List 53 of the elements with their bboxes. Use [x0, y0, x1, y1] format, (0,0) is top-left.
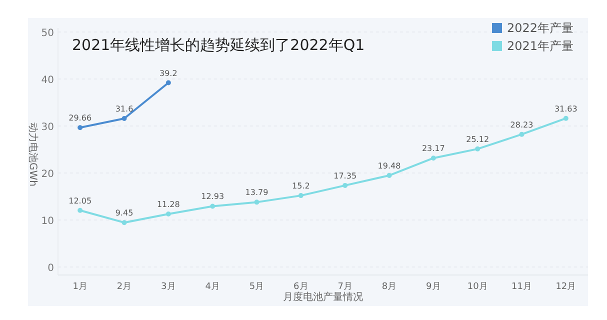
y-tick-label: 50 — [41, 28, 54, 39]
data-label: 31.63 — [554, 104, 578, 114]
point — [563, 116, 568, 121]
x-tick-label: 11月 — [512, 282, 532, 292]
x-tick-label: 6月 — [294, 282, 308, 292]
point — [519, 132, 524, 137]
data-label: 12.05 — [68, 196, 92, 206]
point — [122, 220, 127, 226]
point — [254, 200, 260, 205]
data-label: 19.48 — [378, 161, 401, 170]
point — [210, 204, 216, 209]
point — [78, 125, 83, 130]
x-tick-label: 8月 — [382, 282, 397, 292]
y-tick-label: 0 — [48, 263, 54, 274]
y-axis-title: 动力电池GWh — [27, 122, 39, 186]
x-tick-label: 7月 — [338, 282, 352, 292]
data-label: 17.35 — [334, 171, 357, 180]
legend-label: 2021年产量 — [507, 39, 574, 53]
point — [166, 211, 171, 216]
point — [386, 172, 392, 178]
data-label: 31.6 — [115, 104, 134, 114]
x-axis-title: 月度电池产量情况 — [283, 291, 363, 303]
data-label: 25.12 — [466, 134, 490, 144]
point — [78, 208, 83, 213]
point — [298, 193, 304, 198]
data-label: 23.17 — [422, 144, 445, 154]
point — [122, 116, 127, 121]
y-tick-label: 20 — [41, 169, 54, 180]
x-tick-label: 1月 — [72, 282, 88, 292]
point — [342, 182, 348, 188]
data-label: 39.2 — [160, 68, 178, 78]
point — [166, 80, 171, 86]
x-tick-label: 2月 — [116, 282, 132, 292]
x-tick-label: 4月 — [205, 282, 220, 292]
point — [475, 146, 480, 152]
data-label: 12.93 — [201, 192, 224, 202]
x-tick-label: 10月 — [467, 282, 488, 292]
y-tick-label: 40 — [41, 75, 54, 86]
data-label: 11.28 — [156, 200, 180, 209]
x-tick-label: 9月 — [426, 282, 441, 292]
x-tick-label: 5月 — [249, 282, 264, 292]
data-label: 13.79 — [245, 188, 268, 198]
y-tick-label: 10 — [41, 216, 54, 227]
x-tick-label: 3月 — [161, 282, 176, 292]
data-label: 28.23 — [510, 120, 534, 130]
x-tick-label: 12月 — [556, 282, 576, 292]
chart-title: 2021年线性增长的趋势延续到了2022年Q1 — [72, 36, 365, 54]
point — [430, 156, 436, 161]
data-label: 15.2 — [292, 182, 310, 191]
data-label: 9.45 — [115, 208, 134, 218]
legend-label: 2022年产量 — [507, 21, 574, 35]
data-label: 29.66 — [68, 114, 92, 123]
y-tick-label: 30 — [41, 122, 54, 133]
